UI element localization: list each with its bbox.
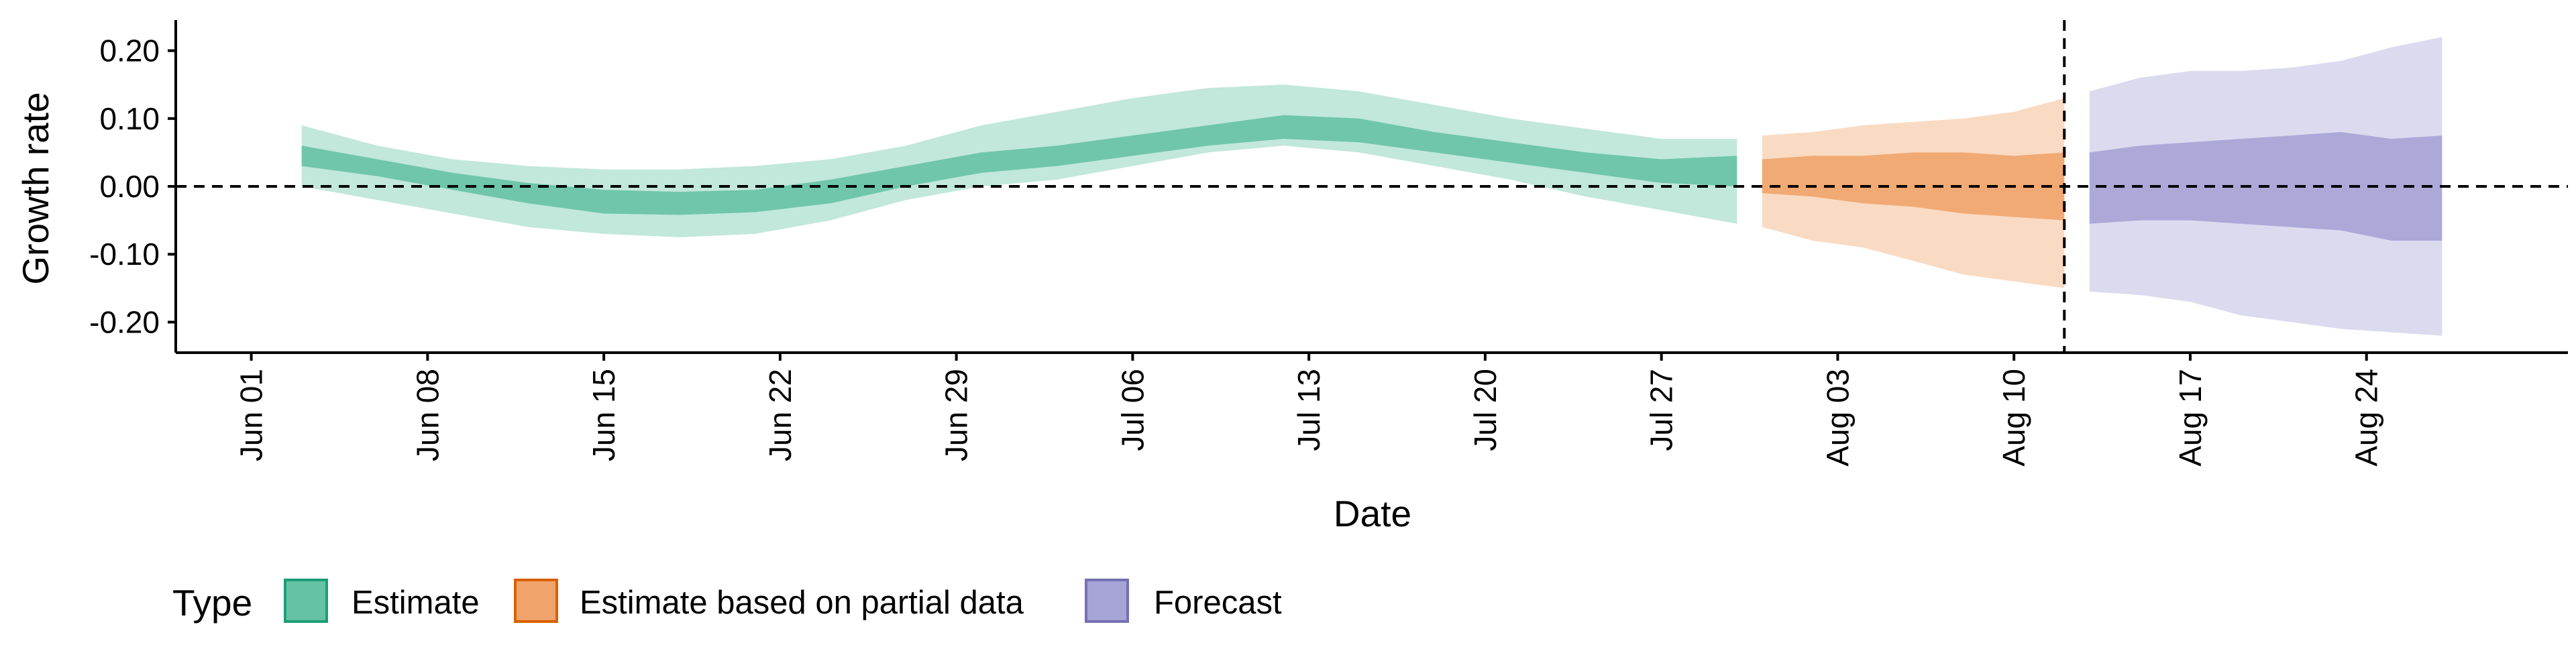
legend: Type Estimate Estimate based on partial … — [172, 579, 1282, 624]
x-tick-label: Aug 17 — [2173, 369, 2208, 467]
x-tick-label: Jun 22 — [763, 369, 798, 461]
legend-key-partial-estimate — [514, 579, 558, 623]
x-tick-label: Jul 06 — [1115, 369, 1150, 451]
legend-label-partial-estimate: Estimate based on partial data — [580, 585, 1024, 621]
legend-key-forecast — [1085, 579, 1129, 623]
x-tick-label: Jul 20 — [1468, 369, 1503, 451]
ribbon-estimate-based-on-partial-data-inner — [1762, 152, 2065, 221]
y-axis-title: Growth rate — [15, 92, 56, 284]
legend-title: Type — [172, 582, 252, 624]
x-axis-title: Date — [1334, 493, 1411, 534]
reference-lines — [176, 20, 2568, 353]
y-tick-label: 0.00 — [99, 169, 160, 204]
axes: 0.20 0.10 0.00 -0.10 -0.20 Jun 01 Jun 08 Jun 15… — [89, 20, 2568, 467]
y-tick-label: 0.10 — [99, 101, 160, 136]
ribbon-layer — [301, 37, 2443, 336]
x-tick-label: Aug 24 — [2349, 369, 2384, 467]
legend-key-estimate — [284, 579, 328, 623]
y-tick-label: -0.20 — [89, 304, 160, 339]
x-tick-label: Jun 15 — [586, 369, 621, 461]
x-tick-label: Aug 03 — [1820, 369, 1855, 467]
y-tick-label: 0.20 — [99, 34, 160, 68]
x-tick-label: Jun 01 — [234, 369, 269, 461]
y-tick-label: -0.10 — [89, 237, 160, 272]
legend-label-forecast: Forecast — [1154, 585, 1282, 621]
x-tick-label: Jun 08 — [410, 369, 445, 461]
legend-label-estimate: Estimate — [352, 585, 480, 621]
x-tick-label: Jul 13 — [1291, 369, 1326, 451]
ribbon-estimate-inner — [301, 115, 1737, 215]
x-tick-label: Jul 27 — [1644, 369, 1679, 451]
x-tick-label: Aug 10 — [1996, 369, 2031, 467]
x-tick-label: Jun 29 — [939, 369, 974, 461]
